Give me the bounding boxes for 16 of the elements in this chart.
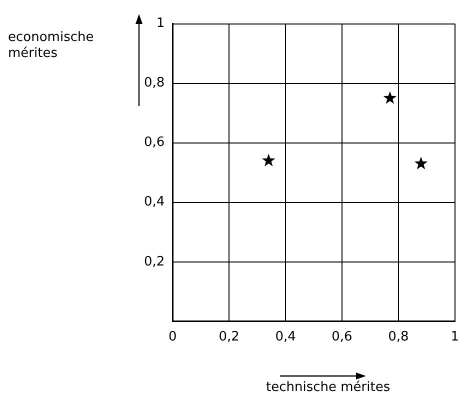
- y-axis-title: economische mérites: [8, 30, 95, 62]
- y-tick-label: 0,6: [144, 135, 165, 150]
- x-tick-label: 0,4: [275, 330, 296, 345]
- x-tick-label: 0,2: [218, 330, 240, 345]
- x-axis-title: technische mérites: [266, 380, 390, 395]
- y-tick-label: 0,4: [144, 194, 165, 210]
- y-tick-label: 0,8: [144, 76, 165, 91]
- x-tick-label: 0,6: [332, 330, 352, 345]
- point: [414, 156, 428, 170]
- x-tick-label: 0,8: [388, 330, 409, 345]
- x-tick-label: 0: [168, 330, 177, 345]
- y-tick-label: 0,2: [144, 254, 165, 270]
- y-tick-label: 1: [156, 16, 165, 32]
- point: [383, 91, 397, 104]
- point: [262, 154, 276, 166]
- x-tick-label: 1: [450, 330, 460, 345]
